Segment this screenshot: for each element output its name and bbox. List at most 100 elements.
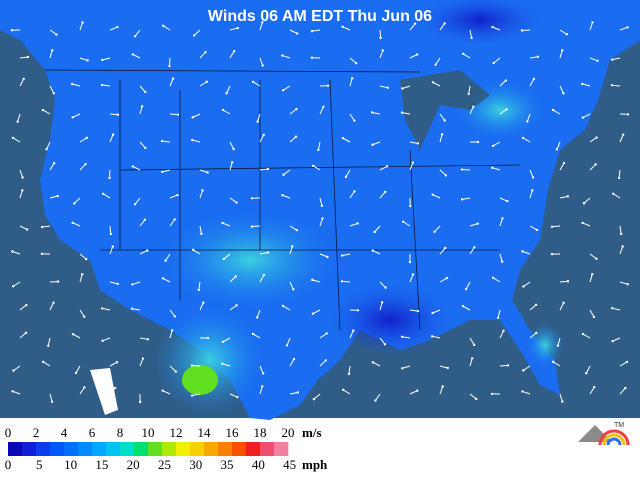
- wind-arrow-head: [562, 301, 565, 305]
- wind-arrow-head: [266, 251, 270, 254]
- wind-arrow-head: [25, 303, 28, 307]
- wind-arrow-head: [534, 303, 538, 307]
- wind-arrow-head: [52, 161, 56, 165]
- wind-arrow: [109, 281, 118, 285]
- wind-arrow-head: [234, 275, 238, 278]
- wind-arrow: [12, 281, 21, 287]
- wind-arrow: [522, 250, 531, 255]
- wind-arrow: [379, 281, 387, 288]
- wind-arrow-head: [111, 245, 114, 248]
- wind-arrow-head: [386, 86, 390, 89]
- mph-tick-label: 5: [36, 457, 43, 472]
- wind-arrow-head: [431, 193, 434, 196]
- wind-arrow-head: [371, 361, 375, 364]
- wind-arrow: [109, 246, 114, 255]
- color-swatch: [36, 442, 51, 456]
- wind-arrow: [289, 29, 298, 34]
- wind-arrow: [439, 23, 446, 31]
- wind-arrow-head: [114, 386, 117, 390]
- wind-arrow: [42, 361, 51, 367]
- wind-arrow: [169, 330, 173, 339]
- wind-arrow: [402, 85, 411, 89]
- wind-arrow: [349, 222, 358, 227]
- wind-arrow: [192, 393, 201, 396]
- wind-arrow: [319, 197, 323, 206]
- wind-arrow-head: [21, 176, 24, 179]
- wind-arrow: [439, 134, 443, 143]
- mph-tick-label: 45: [283, 457, 296, 472]
- wind-arrow-head: [491, 276, 495, 280]
- wind-arrow-head: [521, 250, 524, 253]
- wind-arrow: [169, 365, 177, 372]
- wind-arrow-head: [102, 192, 105, 195]
- wind-arrow: [469, 106, 474, 115]
- wind-arrow: [229, 304, 237, 311]
- great-lakes: [400, 70, 490, 150]
- mph-tick-label: 30: [189, 457, 202, 472]
- wind-arrow-head: [295, 228, 299, 232]
- wind-arrow: [312, 29, 321, 32]
- wind-arrow-head: [356, 309, 360, 312]
- wind-arrow-head: [80, 273, 84, 276]
- wind-arrow-head: [100, 83, 104, 87]
- wind-arrow: [252, 333, 261, 339]
- wind-arrow: [259, 168, 268, 171]
- mph-tick-label: 0: [5, 457, 12, 472]
- color-swatch: [162, 442, 177, 456]
- wind-arrow-head: [204, 51, 207, 54]
- wind-arrow-head: [561, 400, 564, 403]
- wind-arrow: [72, 222, 81, 227]
- wind-arrow: [102, 337, 111, 342]
- wind-arrow-head: [464, 287, 468, 291]
- wind-arrow-head: [51, 49, 54, 52]
- wind-arrow-head: [73, 202, 76, 205]
- wind-arrow-head: [161, 389, 164, 392]
- wind-arrow-head: [401, 87, 404, 90]
- wind-arrow: [469, 223, 478, 227]
- wind-arrow: [199, 302, 204, 311]
- wind-arrow: [72, 113, 81, 118]
- wind-arrow-head: [231, 161, 234, 164]
- wind-arrow-head: [350, 77, 354, 80]
- wind-arrow-head: [162, 24, 165, 27]
- mph-tick-label: 40: [252, 457, 265, 472]
- wind-arrow-head: [71, 116, 74, 119]
- wind-arrow: [409, 162, 414, 171]
- wind-arrow-head: [521, 136, 525, 140]
- wind-arrow: [619, 281, 628, 285]
- wind-arrow: [341, 280, 351, 283]
- wind-arrow: [79, 274, 83, 283]
- wind-arrow-head: [500, 260, 504, 263]
- wind-arrow: [349, 330, 354, 339]
- wind-arrow-head: [341, 388, 345, 391]
- wind-arrow: [374, 225, 381, 233]
- wind-arrow: [469, 337, 475, 346]
- wind-arrow-head: [281, 304, 285, 308]
- wind-arrow-head: [84, 162, 87, 166]
- wind-arrow-head: [535, 331, 538, 335]
- wind-arrow: [409, 23, 416, 31]
- ms-tick-label: 8: [117, 425, 124, 440]
- wind-arrow: [439, 113, 446, 121]
- wind-arrow-head: [266, 167, 270, 171]
- wind-arrow: [229, 276, 237, 283]
- wind-arrow: [439, 247, 446, 255]
- wind-arrow: [612, 337, 621, 342]
- wind-area: [182, 365, 218, 395]
- wind-arrow: [582, 113, 591, 119]
- wind-arrow: [462, 305, 471, 311]
- wind-arrow: [109, 134, 114, 143]
- wind-arrow: [259, 252, 268, 255]
- wind-arrow-head: [416, 309, 420, 313]
- wind-arrow-head: [476, 222, 479, 225]
- wind-arrow-head: [610, 58, 614, 61]
- wind-arrow-head: [585, 371, 588, 375]
- wind-arrow: [551, 225, 561, 228]
- wind-arrow-head: [492, 61, 495, 65]
- wind-arrow: [619, 387, 626, 395]
- wind-arrow: [47, 337, 51, 346]
- wind-arrow-head: [11, 136, 15, 140]
- wind-arrow-head: [261, 21, 264, 24]
- wind-arrow: [499, 80, 507, 87]
- wind-arrow-head: [625, 360, 629, 364]
